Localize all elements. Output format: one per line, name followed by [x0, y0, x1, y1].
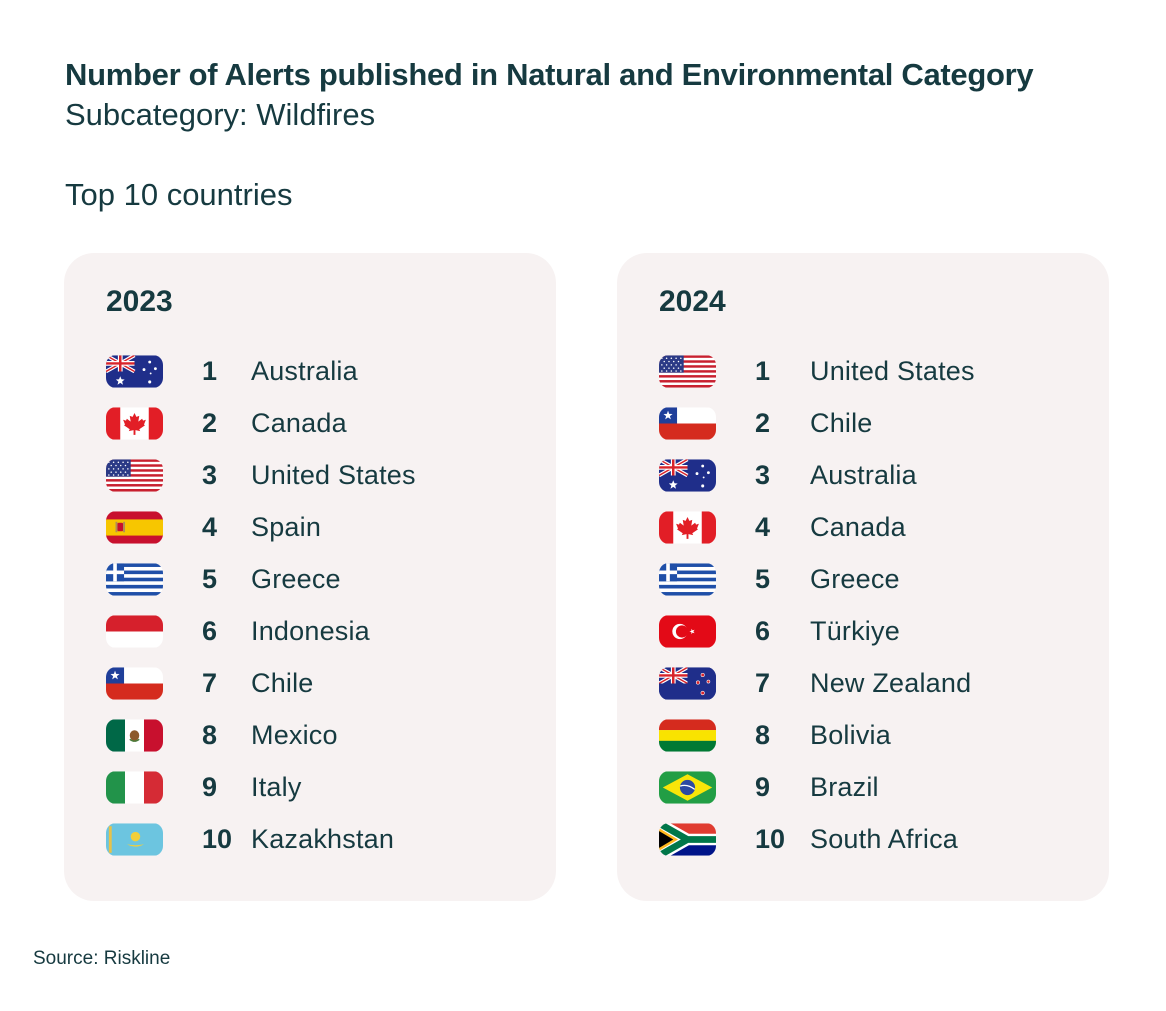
rank-number: 10: [755, 824, 786, 854]
country-name: Kazakhstan: [251, 824, 395, 854]
list-item: 7 New Zealand: [617, 661, 1109, 713]
country-name: New Zealand: [810, 668, 972, 698]
bolivia-flag-icon: [659, 719, 716, 752]
country-name: Australia: [810, 460, 917, 490]
country-name: Australia: [251, 356, 358, 386]
country-name: Italy: [251, 772, 302, 802]
list-item: 2 Canada: [64, 401, 556, 453]
chart-title: Number of Alerts published in Natural an…: [65, 57, 1034, 92]
list-item: 5 Greece: [617, 557, 1109, 609]
indonesia-flag-icon: [106, 615, 163, 648]
brazil-flag-icon: [659, 771, 716, 804]
top-countries-heading: Top 10 countries: [65, 177, 293, 212]
greece-flag-icon: [106, 563, 163, 596]
mexico-flag-icon: [106, 719, 163, 752]
subcategory-subtitle: Subcategory: Wildfires: [65, 97, 376, 132]
rank-number: 7: [202, 668, 218, 698]
list-item: 8 Bolivia: [617, 713, 1109, 765]
rank-number: 5: [755, 564, 771, 594]
list-item: 9 Brazil: [617, 765, 1109, 817]
chile-flag-icon: [659, 407, 716, 440]
country-name: Chile: [810, 408, 873, 438]
country-name: Greece: [810, 564, 900, 594]
country-name: Indonesia: [251, 616, 370, 646]
south-africa-flag-icon: [659, 823, 716, 856]
australia-flag-icon: [106, 355, 163, 388]
rank-number: 7: [755, 668, 771, 698]
country-name: Chile: [251, 668, 314, 698]
united-states-flag-icon: [659, 355, 716, 388]
rank-number: 2: [202, 408, 218, 438]
list-item: 1 Australia: [64, 349, 556, 401]
rank-number: 1: [755, 356, 771, 386]
ranking-card-2023: 2023 1 Australia 2 Canada 3 United State…: [64, 253, 556, 901]
list-item: 9 Italy: [64, 765, 556, 817]
list-item: 4 Spain: [64, 505, 556, 557]
united-states-flag-icon: [106, 459, 163, 492]
country-name: Greece: [251, 564, 341, 594]
country-name: Spain: [251, 512, 322, 542]
rank-number: 6: [755, 616, 771, 646]
rank-number: 9: [202, 772, 218, 802]
list-item: 6 Indonesia: [64, 609, 556, 661]
italy-flag-icon: [106, 771, 163, 804]
rank-number: 2: [755, 408, 771, 438]
list-item: 3 Australia: [617, 453, 1109, 505]
country-name: United States: [251, 460, 416, 490]
country-name: Brazil: [810, 772, 879, 802]
list-item: 1 United States: [617, 349, 1109, 401]
country-name: Bolivia: [810, 720, 891, 750]
canada-flag-icon: [106, 407, 163, 440]
list-item: 5 Greece: [64, 557, 556, 609]
source-note: Source: Riskline: [33, 948, 171, 969]
kazakhstan-flag-icon: [106, 823, 163, 856]
list-item: 4 Canada: [617, 505, 1109, 557]
list-item: 8 Mexico: [64, 713, 556, 765]
rank-number: 4: [755, 512, 771, 542]
list-item: 10 Kazakhstan: [64, 817, 556, 869]
greece-flag-icon: [659, 563, 716, 596]
rank-number: 8: [202, 720, 218, 750]
ranking-card-2024: 2024 1 United States 2 Chile 3 Australia…: [617, 253, 1109, 901]
list-item: 3 United States: [64, 453, 556, 505]
card-year-label: 2023: [106, 285, 173, 318]
ranking-list: 1 United States 2 Chile 3 Australia 4 Ca…: [617, 349, 1109, 869]
rank-number: 3: [755, 460, 771, 490]
rank-number: 9: [755, 772, 771, 802]
ranking-list: 1 Australia 2 Canada 3 United States 4 S…: [64, 349, 556, 869]
country-name: Türkiye: [810, 616, 900, 646]
rank-number: 3: [202, 460, 218, 490]
country-name: South Africa: [810, 824, 958, 854]
rank-number: 5: [202, 564, 218, 594]
rank-number: 1: [202, 356, 218, 386]
card-year-label: 2024: [659, 285, 726, 318]
list-item: 2 Chile: [617, 401, 1109, 453]
country-name: United States: [810, 356, 975, 386]
list-item: 6 Türkiye: [617, 609, 1109, 661]
spain-flag-icon: [106, 511, 163, 544]
rank-number: 10: [202, 824, 233, 854]
country-name: Mexico: [251, 720, 338, 750]
rank-number: 6: [202, 616, 218, 646]
canada-flag-icon: [659, 511, 716, 544]
australia-flag-icon: [659, 459, 716, 492]
country-name: Canada: [810, 512, 906, 542]
rank-number: 4: [202, 512, 218, 542]
list-item: 10 South Africa: [617, 817, 1109, 869]
turkiye-flag-icon: [659, 615, 716, 648]
country-name: Canada: [251, 408, 347, 438]
new-zealand-flag-icon: [659, 667, 716, 700]
rank-number: 8: [755, 720, 771, 750]
chile-flag-icon: [106, 667, 163, 700]
list-item: 7 Chile: [64, 661, 556, 713]
